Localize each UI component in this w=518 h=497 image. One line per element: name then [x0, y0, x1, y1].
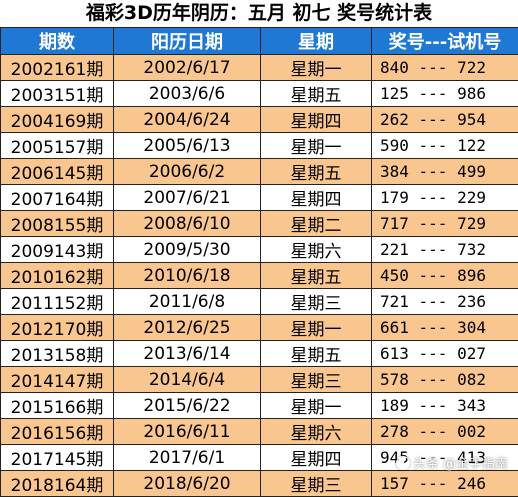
header-row: 期数 阳历日期 星期 奖号---试机号 [1, 28, 518, 55]
issue-cell: 2011152期 [1, 289, 114, 315]
date-cell: 2018/6/20 [114, 471, 261, 497]
issue-cell: 2014147期 [1, 367, 114, 393]
draw-number-cell: 578 --- 082 [372, 367, 518, 393]
weekday-cell: 星期一 [261, 55, 372, 81]
weekday-cell: 星期五 [261, 263, 372, 289]
issue-cell: 2007164期 [1, 185, 114, 211]
date-cell: 2010/6/18 [114, 263, 261, 289]
weekday-cell: 星期六 [261, 419, 372, 445]
watermark: 头条 @金手指南 [396, 453, 508, 472]
draw-number-cell: 384 --- 499 [372, 159, 518, 185]
weekday-cell: 星期一 [261, 133, 372, 159]
issue-cell: 2005157期 [1, 133, 114, 159]
weekday-cell: 星期三 [261, 367, 372, 393]
weekday-cell: 星期三 [261, 471, 372, 497]
issue-cell: 2003151期 [1, 81, 114, 107]
draw-number-cell: 262 --- 954 [372, 107, 518, 133]
draw-number-cell: 450 --- 896 [372, 263, 518, 289]
draw-number-cell: 661 --- 304 [372, 315, 518, 341]
column-header-date: 阳历日期 [114, 28, 261, 55]
draw-number-cell: 278 --- 002 [372, 419, 518, 445]
draw-number-cell: 125 --- 986 [372, 81, 518, 107]
date-cell: 2009/5/30 [114, 237, 261, 263]
weekday-cell: 星期五 [261, 341, 372, 367]
weekday-cell: 星期三 [261, 289, 372, 315]
issue-cell: 2004169期 [1, 107, 114, 133]
date-cell: 2014/6/4 [114, 367, 261, 393]
date-cell: 2011/6/8 [114, 289, 261, 315]
column-header-weekday: 星期 [261, 28, 372, 55]
issue-cell: 2002161期 [1, 55, 114, 81]
draw-number-cell: 721 --- 236 [372, 289, 518, 315]
issue-cell: 2013158期 [1, 341, 114, 367]
date-cell: 2004/6/24 [114, 107, 261, 133]
date-cell: 2007/6/21 [114, 185, 261, 211]
issue-cell: 2008155期 [1, 211, 114, 237]
weekday-cell: 星期五 [261, 159, 372, 185]
watermark-logo-icon [396, 456, 410, 470]
weekday-cell: 星期六 [261, 237, 372, 263]
draw-number-cell: 590 --- 122 [372, 133, 518, 159]
weekday-cell: 星期一 [261, 315, 372, 341]
date-cell: 2008/6/10 [114, 211, 261, 237]
draw-number-cell: 717 --- 729 [372, 211, 518, 237]
issue-cell: 2009143期 [1, 237, 114, 263]
draw-number-cell: 179 --- 229 [372, 185, 518, 211]
weekday-cell: 星期五 [261, 81, 372, 107]
issue-cell: 2018164期 [1, 471, 114, 497]
issue-cell: 2012170期 [1, 315, 114, 341]
date-cell: 2006/6/2 [114, 159, 261, 185]
issue-cell: 2010162期 [1, 263, 114, 289]
watermark-text: 头条 @金手指南 [413, 453, 508, 472]
date-cell: 2015/6/22 [114, 393, 261, 419]
date-cell: 2005/6/13 [114, 133, 261, 159]
date-cell: 2012/6/25 [114, 315, 261, 341]
table-header: 期数 阳历日期 星期 奖号---试机号 [1, 28, 518, 55]
issue-cell: 2017145期 [1, 445, 114, 471]
date-cell: 2013/6/14 [114, 341, 261, 367]
date-cell: 2017/6/1 [114, 445, 261, 471]
weekday-cell: 星期一 [261, 393, 372, 419]
column-header-issue: 期数 [1, 28, 114, 55]
draw-number-cell: 221 --- 732 [372, 237, 518, 263]
date-cell: 2002/6/17 [114, 55, 261, 81]
issue-cell: 2015166期 [1, 393, 114, 419]
issue-cell: 2016156期 [1, 419, 114, 445]
sheet-title: 福彩3D历年阴历：五月 初七 奖号统计表 [0, 0, 518, 27]
weekday-cell: 星期二 [261, 211, 372, 237]
lottery-stat-sheet: 福彩3D历年阴历：五月 初七 奖号统计表 期数 阳历日期 星期 奖号---试机号… [0, 0, 518, 476]
weekday-cell: 星期四 [261, 107, 372, 133]
weekday-cell: 星期四 [261, 185, 372, 211]
draw-number-cell: 189 --- 343 [372, 393, 518, 419]
draw-number-cell: 157 --- 246 [372, 471, 518, 497]
date-cell: 2016/6/11 [114, 419, 261, 445]
weekday-cell: 星期四 [261, 445, 372, 471]
draw-number-cell: 613 --- 027 [372, 341, 518, 367]
date-cell: 2003/6/6 [114, 81, 261, 107]
issue-cell: 2006145期 [1, 159, 114, 185]
column-header-draw: 奖号---试机号 [372, 28, 518, 55]
draw-number-cell: 840 --- 722 [372, 55, 518, 81]
